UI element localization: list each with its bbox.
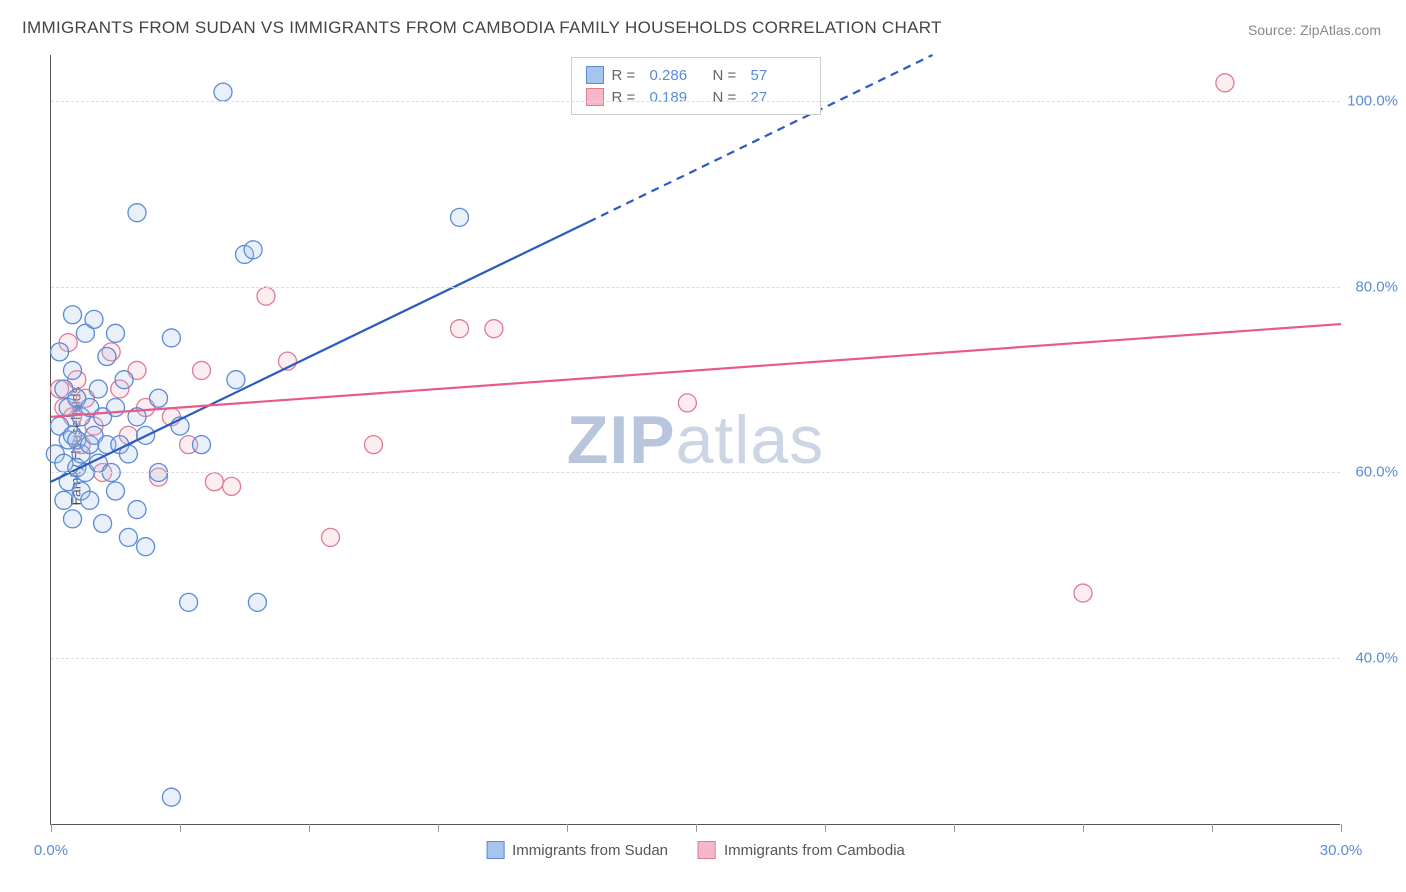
x-tick (1212, 824, 1213, 832)
data-point (205, 473, 223, 491)
data-point (89, 380, 107, 398)
data-point (1216, 74, 1234, 92)
legend-label-cambodia: Immigrants from Cambodia (724, 842, 905, 859)
x-tick (1083, 824, 1084, 832)
data-point (180, 593, 198, 611)
x-tick (1341, 824, 1342, 832)
data-point (150, 389, 168, 407)
data-point (107, 324, 125, 342)
chart-container: IMMIGRANTS FROM SUDAN VS IMMIGRANTS FROM… (0, 0, 1406, 892)
source-attribution: Source: ZipAtlas.com (1248, 22, 1381, 38)
data-point (223, 477, 241, 495)
data-point (678, 394, 696, 412)
legend-row-sudan: R = 0.286 N = 57 (586, 64, 806, 86)
x-tick-label: 0.0% (34, 842, 68, 859)
y-tick-label: 80.0% (1355, 278, 1398, 295)
data-point (214, 83, 232, 101)
data-point (64, 306, 82, 324)
data-point (365, 436, 383, 454)
legend-row-cambodia: R = 0.189 N = 27 (586, 86, 806, 108)
data-point (64, 361, 82, 379)
data-point (81, 491, 99, 509)
data-point (107, 482, 125, 500)
n-value-cambodia: 27 (751, 89, 806, 106)
r-label-cambodia: R = (612, 89, 642, 106)
n-label-cambodia: N = (713, 89, 743, 106)
gridline (51, 472, 1340, 473)
data-point (248, 593, 266, 611)
data-point (107, 399, 125, 417)
y-tick-label: 60.0% (1355, 464, 1398, 481)
n-label-sudan: N = (713, 67, 743, 84)
data-point (119, 528, 137, 546)
data-point (94, 514, 112, 532)
x-tick-label: 30.0% (1320, 842, 1363, 859)
data-point (64, 510, 82, 528)
data-point (115, 371, 133, 389)
legend-bottom-swatch-cambodia (698, 841, 716, 859)
legend-label-sudan: Immigrants from Sudan (512, 842, 668, 859)
y-tick-label: 100.0% (1347, 93, 1398, 110)
legend-item-cambodia: Immigrants from Cambodia (698, 841, 905, 859)
data-point (227, 371, 245, 389)
data-point (162, 329, 180, 347)
y-tick-label: 40.0% (1355, 650, 1398, 667)
x-tick (309, 824, 310, 832)
data-point (257, 287, 275, 305)
data-point (128, 501, 146, 519)
r-value-cambodia: 0.189 (650, 89, 705, 106)
x-tick (180, 824, 181, 832)
data-point (193, 361, 211, 379)
x-tick (696, 824, 697, 832)
x-tick (567, 824, 568, 832)
data-point (193, 436, 211, 454)
data-point (162, 788, 180, 806)
correlation-legend: R = 0.286 N = 57 R = 0.189 N = 27 (571, 57, 821, 115)
x-tick (438, 824, 439, 832)
x-tick (51, 824, 52, 832)
data-point (137, 538, 155, 556)
data-point (451, 320, 469, 338)
gridline (51, 287, 1340, 288)
regression-line (51, 222, 589, 482)
data-point (85, 310, 103, 328)
r-label-sudan: R = (612, 67, 642, 84)
legend-swatch-cambodia (586, 88, 604, 106)
data-point (244, 241, 262, 259)
data-point (51, 343, 69, 361)
x-tick (954, 824, 955, 832)
r-value-sudan: 0.286 (650, 67, 705, 84)
chart-title: IMMIGRANTS FROM SUDAN VS IMMIGRANTS FROM… (22, 18, 942, 38)
x-tick (825, 824, 826, 832)
data-point (485, 320, 503, 338)
legend-item-sudan: Immigrants from Sudan (486, 841, 668, 859)
data-point (322, 528, 340, 546)
data-point (55, 491, 73, 509)
gridline (51, 101, 1340, 102)
gridline (51, 658, 1340, 659)
series-legend: Immigrants from Sudan Immigrants from Ca… (486, 841, 905, 859)
legend-bottom-swatch-sudan (486, 841, 504, 859)
data-point (451, 208, 469, 226)
n-value-sudan: 57 (751, 67, 806, 84)
data-point (128, 204, 146, 222)
scatter-svg (51, 55, 1340, 824)
data-point (1074, 584, 1092, 602)
legend-swatch-sudan (586, 66, 604, 84)
plot-area: ZIPatlas R = 0.286 N = 57 R = 0.189 N = … (50, 55, 1340, 825)
data-point (98, 348, 116, 366)
